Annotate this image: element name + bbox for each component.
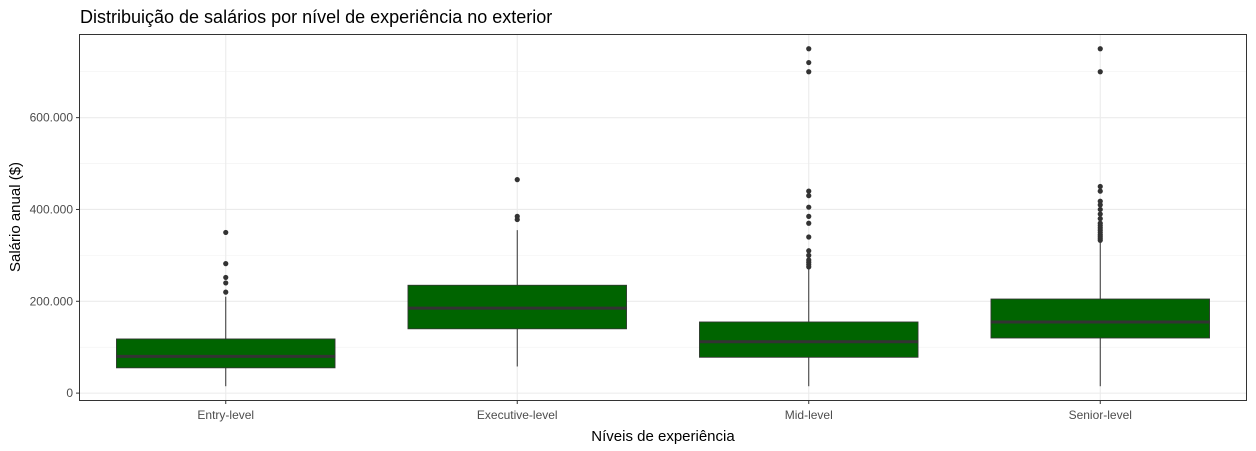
- outlier-point: [806, 257, 812, 263]
- outlier-point: [806, 220, 812, 226]
- outlier-point: [1097, 198, 1103, 204]
- outlier-point: [806, 252, 812, 258]
- outlier-point: [806, 248, 812, 254]
- outlier-point: [1097, 220, 1103, 226]
- box-iqr: [116, 338, 336, 369]
- outlier-point: [1097, 183, 1103, 190]
- outlier-point: [223, 229, 229, 236]
- outlier-point: [1097, 69, 1103, 75]
- x-tick-label: Senior-level: [1069, 408, 1132, 422]
- outlier-point: [223, 274, 229, 281]
- outlier-point: [514, 213, 520, 219]
- outlier-point: [806, 46, 812, 52]
- outlier-point: [806, 59, 812, 66]
- panel-border: [79, 34, 1247, 401]
- y-tick-label: 600.000: [30, 111, 74, 125]
- chart-title: Distribuição de salários por nível de ex…: [80, 7, 552, 27]
- box-executive-level: [407, 177, 627, 367]
- outlier-point: [806, 234, 812, 240]
- x-tick-label: Mid-level: [785, 408, 833, 422]
- grid: [80, 35, 1246, 400]
- outlier-point: [1097, 211, 1103, 217]
- outlier-point: [1097, 202, 1103, 208]
- y-tick-label: 400.000: [30, 202, 74, 216]
- y-tick-label: 200.000: [30, 294, 74, 308]
- boxes: [116, 46, 1210, 387]
- x-tick-label: Entry-level: [197, 408, 254, 422]
- outlier-point: [806, 69, 812, 75]
- box-mid-level: [699, 46, 919, 387]
- box-iqr: [990, 298, 1210, 339]
- outlier-point: [806, 204, 812, 210]
- box-iqr: [699, 321, 919, 358]
- outlier-point: [1097, 206, 1103, 213]
- outlier-point: [1097, 188, 1103, 194]
- y-tick-label: 0: [66, 386, 73, 400]
- box-entry-level: [116, 229, 336, 387]
- x-tick-label: Executive-level: [477, 408, 558, 422]
- y-axis-title: Salário anual ($): [7, 162, 24, 272]
- x-axis-title: Níveis de experiência: [591, 428, 735, 445]
- outlier-point: [223, 261, 229, 267]
- outlier-point: [806, 193, 812, 199]
- outlier-point: [223, 280, 229, 286]
- box-senior-level: [990, 46, 1210, 387]
- outlier-point: [806, 213, 812, 219]
- axes: 0 200.000 400.000 600.000 Entry-level Executi…: [30, 111, 1132, 422]
- outlier-point: [806, 188, 812, 194]
- outlier-point: [1097, 216, 1103, 222]
- outlier-point: [223, 289, 229, 295]
- outlier-point: [1097, 46, 1103, 52]
- outlier-point: [514, 177, 520, 183]
